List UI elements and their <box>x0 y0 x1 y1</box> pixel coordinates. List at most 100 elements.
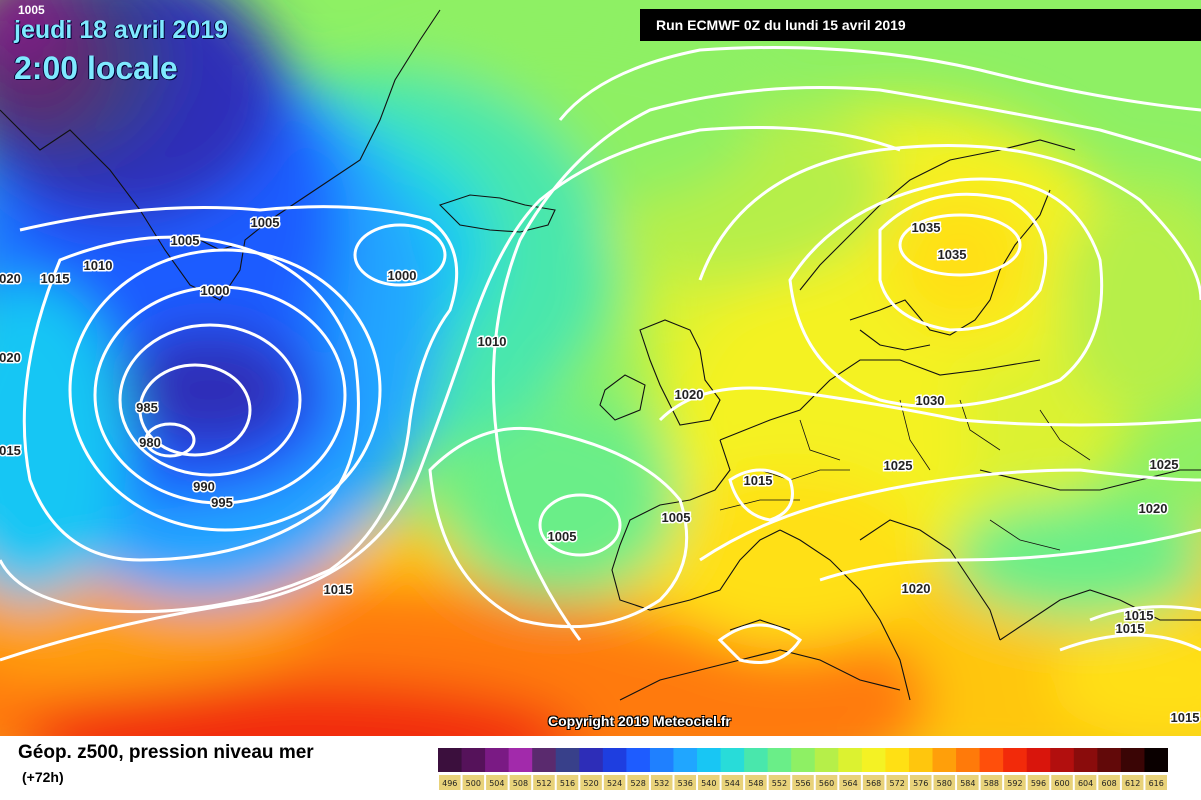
color-scale-swatch <box>626 748 651 772</box>
isobar-label: 990 <box>193 479 215 494</box>
isobar-label: 1005 <box>662 510 691 525</box>
color-scale-swatch <box>838 748 863 772</box>
color-scale-tick-label: 564 <box>842 779 857 788</box>
color-scale-tick-bg <box>698 775 720 790</box>
color-scale-tick-bg <box>439 775 461 790</box>
isobar-label: 980 <box>139 435 161 450</box>
color-scale-swatch <box>861 748 886 772</box>
legend-subtitle: (+72h) <box>22 769 64 785</box>
color-scale-tick-bg <box>486 775 508 790</box>
isobar-label: 1015 <box>41 271 70 286</box>
color-scale-tick-label: 588 <box>984 779 999 788</box>
color-scale-tick-bg <box>721 775 744 790</box>
isobar-label: 1005 <box>171 233 200 248</box>
color-scale-tick-bg <box>1074 775 1097 790</box>
forecast-map: 1005 1005 1010 1015 1000 1000 020 020 015 985 980 9… <box>0 0 1201 736</box>
color-scale-tick-label: 512 <box>536 779 551 788</box>
color-scale-tick-bg <box>627 775 649 790</box>
color-scale-tick-label: 556 <box>795 779 810 788</box>
isobar-label: 1025 <box>884 458 913 473</box>
color-scale-tick-label: 536 <box>678 779 693 788</box>
color-scale-tick-bg <box>909 775 932 790</box>
isobar-labels: 1005 1005 1010 1015 1000 1000 020 020 015 985 980 9… <box>0 214 1201 727</box>
color-scale-tick-label: 584 <box>960 779 975 788</box>
color-scale-tick-bg <box>768 775 791 790</box>
color-scale-tick-bg <box>815 775 838 790</box>
color-scale-tick-bg <box>1004 775 1026 790</box>
color-scale-tick-bg <box>1027 775 1050 790</box>
corner-isobar-label: 1005 <box>18 3 45 17</box>
color-scale-tick-bg <box>839 775 861 790</box>
color-scale-tick-bg <box>556 775 579 790</box>
color-scale: 496 500 504 508 512 516 520 524 528 532 536 540 544 5… <box>438 748 1168 790</box>
color-scale-tick-bg <box>1145 775 1167 790</box>
isobar-label: 1015 <box>1125 608 1154 623</box>
color-scale-swatch <box>1144 748 1168 772</box>
color-scale-tick-bg <box>1121 775 1144 790</box>
color-scale-tick-bg <box>745 775 767 790</box>
color-scale-swatch <box>438 748 463 772</box>
isobar-label: 1015 <box>1116 621 1145 636</box>
color-scale-tick-label: 548 <box>748 779 763 788</box>
color-scale-tick-label: 508 <box>513 779 528 788</box>
color-scale-tick-bg <box>957 775 979 790</box>
color-scale-swatch <box>673 748 698 772</box>
color-scale-swatch <box>461 748 486 772</box>
color-scale-tick-bg <box>886 775 908 790</box>
isobar-label: 1000 <box>201 283 230 298</box>
color-scale-tick-bg <box>792 775 814 790</box>
isobar-label: 1000 <box>388 268 417 283</box>
color-scale-swatch <box>814 748 839 772</box>
color-scale-tick-bg <box>862 775 885 790</box>
color-scale-swatch <box>791 748 816 772</box>
color-scale-swatch <box>1120 748 1145 772</box>
forecast-date: jeudi 18 avril 2019 <box>14 16 229 44</box>
color-scale-tick-bg <box>933 775 956 790</box>
color-scale-swatch <box>649 748 674 772</box>
isobar-label: 1015 <box>324 582 353 597</box>
isobars <box>0 46 1201 664</box>
isobar-label: 020 <box>0 271 21 286</box>
color-scale-swatch <box>508 748 533 772</box>
color-scale-tick-label: 540 <box>701 779 716 788</box>
color-scale-swatch <box>1050 748 1075 772</box>
isobar-label: 985 <box>136 400 158 415</box>
legend-panel: Géop. z500, pression niveau mer (+72h) 4… <box>0 736 1201 800</box>
isobar-label: 1015 <box>744 473 773 488</box>
color-scale-tick-label: 612 <box>1125 779 1140 788</box>
color-scale-tick-bg <box>462 775 485 790</box>
color-scale-swatch <box>744 748 769 772</box>
color-scale-tick-label: 568 <box>866 779 881 788</box>
color-scale-tick-label: 576 <box>913 779 928 788</box>
isobar-label: 1005 <box>548 529 577 544</box>
isobar-label: 020 <box>0 350 21 365</box>
color-scale-tick-bg <box>580 775 602 790</box>
isobar-label: 1015 <box>1171 710 1200 725</box>
color-scale-swatch <box>579 748 604 772</box>
color-scale-tick-label: 500 <box>466 779 481 788</box>
color-scale-tick-label: 604 <box>1078 779 1093 788</box>
isobar-label: 1010 <box>84 258 113 273</box>
isobar-label: 015 <box>0 443 21 458</box>
color-scale-tick-label: 504 <box>489 779 504 788</box>
color-scale-tick-label: 560 <box>819 779 834 788</box>
isobar-label: 995 <box>211 495 233 510</box>
color-scale-swatch <box>979 748 1004 772</box>
color-scale-swatch <box>485 748 510 772</box>
color-scale-tick-label: 528 <box>631 779 646 788</box>
legend-title: Géop. z500, pression niveau mer <box>18 742 314 763</box>
color-scale-tick-label: 496 <box>442 779 457 788</box>
color-scale-tick-bg <box>509 775 532 790</box>
color-scale-tick-label: 580 <box>937 779 952 788</box>
color-scale-swatch <box>1073 748 1098 772</box>
color-scale-swatch <box>1026 748 1051 772</box>
isobar-label: 1010 <box>478 334 507 349</box>
isobar-label: 1020 <box>1139 501 1168 516</box>
isobar-label: 1030 <box>916 393 945 408</box>
color-scale-tick-bg <box>533 775 555 790</box>
color-scale-tick-label: 592 <box>1007 779 1022 788</box>
isobar-label: 1035 <box>912 220 941 235</box>
color-scale-swatch <box>720 748 745 772</box>
color-scale-swatch <box>1003 748 1028 772</box>
